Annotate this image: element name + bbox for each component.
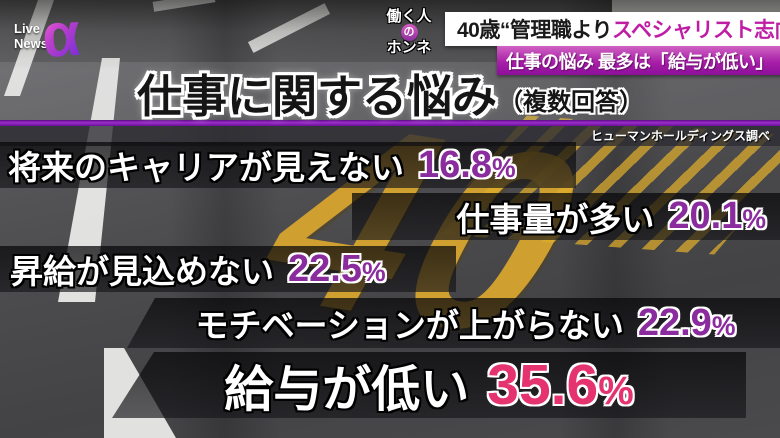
headline-highlight: スペシャリスト志向: [611, 19, 780, 42]
survey-label: 仕事量が多い: [456, 200, 655, 238]
survey-source: ヒューマンホールディングス調べ: [0, 126, 780, 146]
alpha-logo-icon: α: [39, 0, 83, 72]
survey-value: 22.5%: [288, 247, 386, 290]
subheadline-banner: 仕事の悩み 最多は「給与が低い」: [497, 46, 780, 75]
page-title: 仕事に関する悩み （複数回答）: [0, 64, 780, 122]
logo-line2: News: [14, 35, 48, 51]
survey-row: 将来のキャリアが見えない 16.8%: [0, 142, 576, 188]
survey-label: 将来のキャリアが見えない: [8, 149, 404, 186]
channel-logo: Live News α: [14, 0, 83, 72]
survey-value: 16.8%: [418, 143, 516, 186]
survey-row: 仕事量が多い 20.1%: [352, 193, 780, 240]
badge-top-text: 働く人: [386, 8, 432, 25]
program-badge: 働く人 の ホンネ: [376, 8, 442, 57]
survey-row-top-answer: 給与が低い 35.6%: [112, 352, 746, 418]
survey-label: モチベーションが上がらない: [195, 307, 624, 344]
survey-label: 給与が低い: [224, 362, 470, 417]
headline-pre: 40歳“管理職より: [457, 19, 612, 42]
title-underline: [0, 120, 780, 126]
badge-bottom-text: ホンネ: [386, 39, 432, 56]
survey-value: 20.1%: [668, 195, 766, 237]
survey-label: 昇給が見込めない: [10, 253, 274, 290]
title-note: （複数回答）: [499, 88, 643, 116]
survey-row: 昇給が見込めない 22.5%: [0, 246, 456, 292]
survey-value: 35.6%: [487, 353, 634, 417]
survey-row: モチベーションが上がらない 22.9%: [127, 298, 780, 348]
survey-value: 22.9%: [637, 301, 736, 344]
badge-circle-icon: の: [400, 24, 418, 41]
logo-line1: Live: [14, 21, 41, 36]
title-main: 仕事に関する悩み: [136, 70, 497, 122]
